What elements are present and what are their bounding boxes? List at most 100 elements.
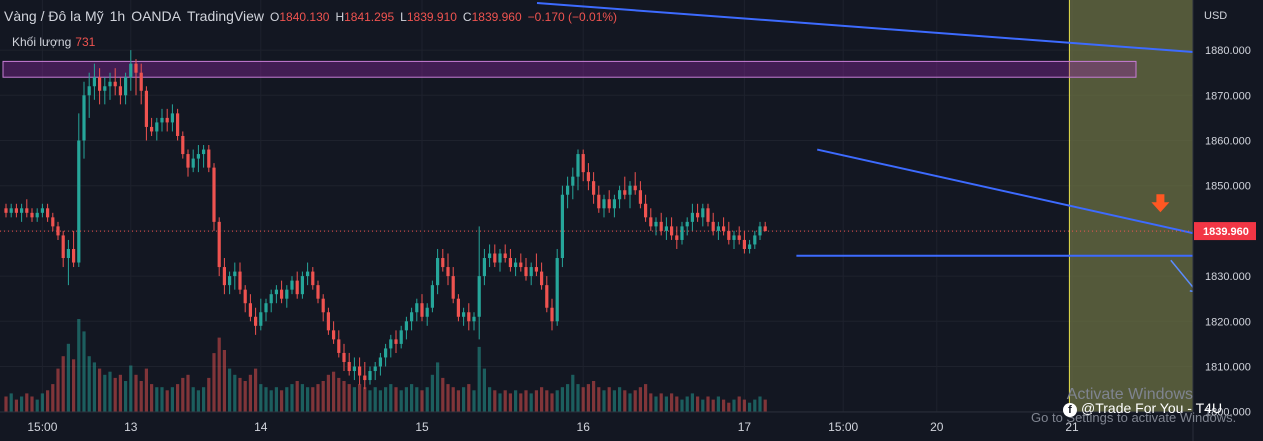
candle-body [644, 203, 648, 218]
volume-bar [644, 384, 648, 412]
volume-bar [716, 396, 720, 412]
candle-body [701, 208, 705, 218]
volume-bar [633, 390, 637, 412]
volume-bar [56, 368, 60, 412]
volume-bar [498, 393, 502, 412]
y-tick-label: 1880.000 [1205, 45, 1251, 57]
volume-legend[interactable]: Khối lượng 731 [12, 35, 95, 49]
candle-body [311, 271, 315, 286]
candle-body [170, 113, 174, 123]
candle-body [25, 208, 29, 213]
y-tick-label: 1810.000 [1205, 362, 1251, 374]
candle-body [394, 339, 398, 344]
candle-body [254, 316, 258, 326]
symbol-name[interactable]: Vàng / Đô la Mỹ [4, 8, 104, 24]
volume-bar [254, 368, 258, 412]
volume-bar [690, 393, 694, 412]
volume-bar [446, 384, 450, 412]
volume-bar [415, 387, 419, 412]
volume-bar [186, 374, 190, 412]
candle-body [670, 226, 674, 236]
volume-bar [306, 387, 310, 412]
candle-body [113, 81, 117, 87]
volume-bar [316, 384, 320, 412]
candle-body [347, 361, 351, 372]
volume-bar [519, 393, 523, 412]
volume-bar [581, 387, 585, 412]
candle-body [654, 221, 658, 227]
x-tick-label: 16 [577, 420, 591, 434]
volume-bar [425, 387, 429, 412]
candle-body [259, 312, 263, 326]
candle-body [514, 262, 518, 268]
candle-body [181, 135, 185, 155]
brand-handle-text: @Trade For You - T4U [1081, 400, 1223, 416]
volume-bar [274, 387, 278, 412]
volume-bar [98, 368, 102, 412]
resistance-zone [2, 60, 1137, 78]
candle-body [425, 307, 429, 317]
candle-body [477, 276, 481, 317]
activate-windows-subtitle: Go to Settings to activate Windows. [1031, 410, 1237, 425]
last-price-tag [1194, 222, 1256, 241]
volume-bar [233, 374, 237, 412]
low-key: L [400, 10, 407, 24]
candle-body [124, 77, 128, 96]
candle-body [633, 185, 637, 191]
candle-body [9, 208, 13, 213]
candle-body [92, 77, 96, 87]
candle-body [14, 208, 18, 213]
candle-body [269, 294, 273, 304]
volume-bar [430, 374, 434, 412]
candle-body [503, 253, 507, 259]
x-tick-label: 21 [1065, 420, 1079, 434]
volume-bar [321, 381, 325, 412]
candle-body [763, 226, 767, 232]
candle-body [446, 267, 450, 277]
candle-body [675, 235, 679, 240]
volume-bar [664, 396, 668, 412]
candle-body [664, 226, 668, 231]
volume-bar [420, 390, 424, 412]
candle-body [534, 267, 538, 272]
interval-label[interactable]: 1h [109, 8, 126, 24]
candle-body [571, 176, 575, 186]
volume-bar [482, 368, 486, 412]
candle-body [649, 217, 653, 227]
x-tick-label: 13 [124, 420, 138, 434]
x-tick-label: 15 [415, 420, 429, 434]
y-tick-label: 1850.000 [1205, 181, 1251, 193]
candle-body [508, 258, 512, 268]
candle-body [300, 276, 304, 295]
candle-body [389, 339, 393, 349]
volume-bar [217, 337, 221, 412]
candle-body [638, 190, 642, 204]
volume-bar [30, 396, 34, 412]
volume-bar [534, 390, 538, 412]
volume-bar [165, 390, 169, 412]
volume-bar [529, 393, 533, 412]
volume-bar [410, 384, 414, 412]
candle-body [363, 375, 367, 381]
volume-bar [696, 396, 700, 412]
volume-bar [456, 390, 460, 412]
volume-bar [170, 387, 174, 412]
candle-body [436, 258, 440, 286]
candle-body [410, 312, 414, 322]
volume-bar [82, 331, 86, 412]
candle-body [233, 271, 237, 277]
volume-bar [280, 390, 284, 412]
volume-bar [576, 384, 580, 412]
volume-bar [488, 387, 492, 412]
y-tick-label: 1860.000 [1205, 136, 1251, 148]
candle-body [202, 149, 206, 155]
candle-body [186, 154, 190, 168]
volume-bar [602, 390, 606, 412]
candle-body [280, 289, 284, 299]
volume-bar [35, 399, 39, 412]
volume-bar [394, 387, 398, 412]
candle-body [592, 181, 596, 195]
candle-body [20, 208, 24, 213]
